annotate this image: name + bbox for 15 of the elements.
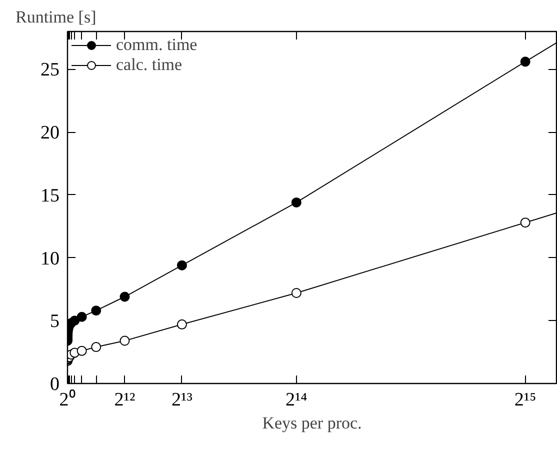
x-tick-label: 2¹⁵ (514, 390, 536, 410)
y-tick-label: 20 (40, 122, 60, 144)
y-tick-label: 10 (40, 248, 60, 270)
y-tick-label: 25 (40, 60, 60, 81)
legend-label: comm. time (116, 35, 198, 55)
x-axis-title: Keys per proc. (262, 414, 362, 432)
x-tick-label: 2¹² (114, 390, 136, 410)
x-tick-label: 2¹³ (172, 390, 193, 410)
y-tick-label: 5 (50, 311, 60, 332)
x-tick-label: 2¹⁴ (286, 390, 308, 410)
y-tick-label: 15 (40, 185, 60, 206)
legend-label: calc. time (116, 55, 182, 75)
x-tick-label: 2⁰ (59, 388, 76, 410)
y-axis-title: Runtime [s] (16, 8, 96, 26)
y-tick-label: 0 (50, 374, 60, 395)
